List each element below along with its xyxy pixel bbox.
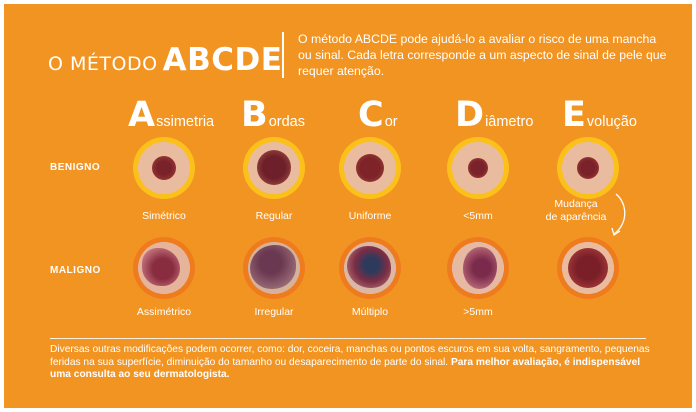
mole-spot — [250, 245, 296, 289]
caption-malignant-multiple: Múltiplo — [351, 306, 389, 318]
mole-spot — [152, 156, 176, 180]
header-letter: D — [455, 95, 485, 135]
header-word: ordas — [268, 114, 305, 130]
intro-text: O método ABCDE pode ajudá-lo a avaliar o… — [298, 32, 667, 78]
mole-spot — [347, 246, 391, 288]
header-letter: A — [128, 95, 156, 135]
header-bordas: Bordas — [241, 96, 305, 134]
benign-regular-mole-image — [243, 137, 305, 199]
mole-spot — [468, 158, 488, 178]
caption-benign-regular: Regular — [255, 210, 293, 222]
header-diametro: Diâmetro — [455, 96, 533, 134]
caption-evolution: Mudança de aparência — [545, 198, 607, 223]
header-word: volução — [586, 114, 637, 130]
benign-symmetric-mole-image — [133, 137, 195, 199]
title-prefix: O MÉTODO — [48, 53, 158, 75]
header-letter: C — [358, 95, 384, 135]
caption-benign-uniform: Uniforme — [348, 210, 392, 222]
caption-malignant-irregular: Irregular — [254, 306, 294, 318]
row-label-benign: BENIGNO — [50, 162, 101, 173]
malignant-irregular-mole-image — [243, 237, 305, 299]
footer-text: Diversas outras modificações podem ocorr… — [50, 344, 656, 382]
header-word: ssimetria — [156, 114, 215, 130]
caption-malignant-diameter: >5mm — [463, 306, 493, 318]
header-evolucao: Evolução — [562, 96, 637, 134]
page-title: O MÉTODO ABCDE — [48, 42, 282, 78]
caption-malignant-asymmetric: Assimétrico — [136, 306, 192, 318]
mole-spot — [577, 157, 599, 179]
footer-divider — [50, 338, 646, 339]
footer-recommendation: Para melhor avaliação, é indispensável u… — [50, 356, 641, 381]
header-word: iâmetro — [485, 114, 534, 130]
header-letter: B — [241, 95, 268, 135]
mole-spot — [568, 248, 608, 288]
caption-benign-symmetric: Simétrico — [142, 210, 186, 222]
title-divider — [282, 32, 284, 78]
benign-small-diameter-mole-image — [447, 137, 509, 199]
header-cor: Cor — [358, 96, 398, 134]
evolution-before-mole-image — [557, 137, 619, 199]
mole-spot — [142, 248, 180, 286]
title-main: ABCDE — [162, 42, 283, 78]
malignant-asymmetric-mole-image — [133, 237, 195, 299]
malignant-large-diameter-mole-image — [447, 237, 509, 299]
mole-spot — [463, 247, 497, 289]
benign-uniform-mole-image — [339, 137, 401, 199]
header-assimetria: Assimetria — [128, 96, 214, 134]
header-word: or — [384, 114, 398, 130]
mole-spot — [356, 154, 384, 182]
evolution-arrow-icon — [611, 193, 626, 237]
evolution-after-mole-image — [557, 237, 619, 299]
mole-spot — [257, 150, 291, 185]
abcde-infographic: O MÉTODO ABCDE O método ABCDE pode ajudá… — [4, 4, 692, 408]
row-label-malignant: MALIGNO — [50, 265, 101, 276]
caption-benign-diameter: <5mm — [463, 210, 493, 222]
footer-note: Diversas outras modificações podem ocorr… — [50, 344, 650, 368]
header-letter: E — [562, 95, 586, 135]
malignant-multiple-color-mole-image — [339, 237, 401, 299]
